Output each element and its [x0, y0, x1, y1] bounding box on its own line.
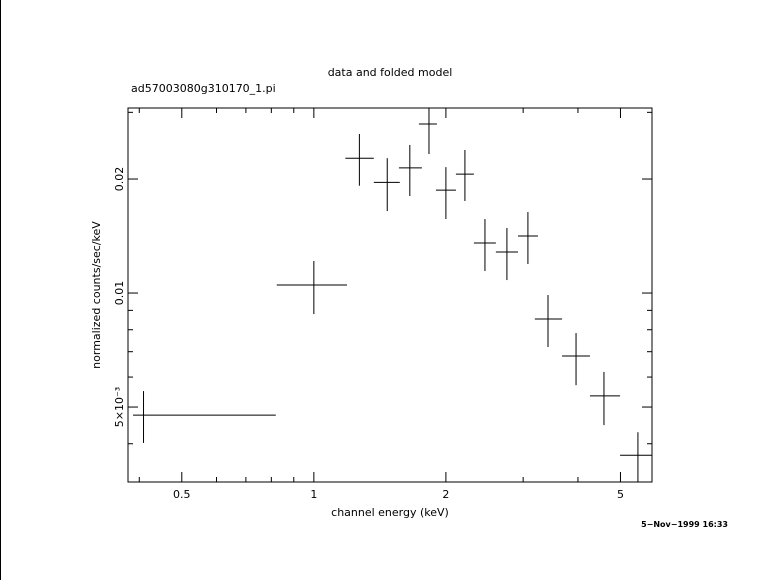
x-axis-label: channel energy (keV)	[331, 506, 449, 519]
y-axis-label: normalized counts/sec/keV	[90, 221, 103, 369]
x-tick-label: 2	[442, 488, 449, 501]
plot-marks	[132, 108, 652, 482]
x-tick-label: 0.5	[173, 488, 191, 501]
x-tick-label: 5	[617, 488, 624, 501]
chart-title: data and folded model	[328, 66, 453, 79]
timestamp: 5−Nov−1999 16:33	[641, 520, 728, 529]
x-tick-label: 1	[310, 488, 317, 501]
file-name: ad57003080g310170_1.pi	[131, 82, 276, 95]
y-tick-label: 0.02	[113, 167, 126, 192]
y-tick-label: 0.01	[113, 281, 126, 306]
plot-frame	[127, 107, 653, 483]
y-tick-label: 5×10⁻³	[113, 387, 126, 427]
